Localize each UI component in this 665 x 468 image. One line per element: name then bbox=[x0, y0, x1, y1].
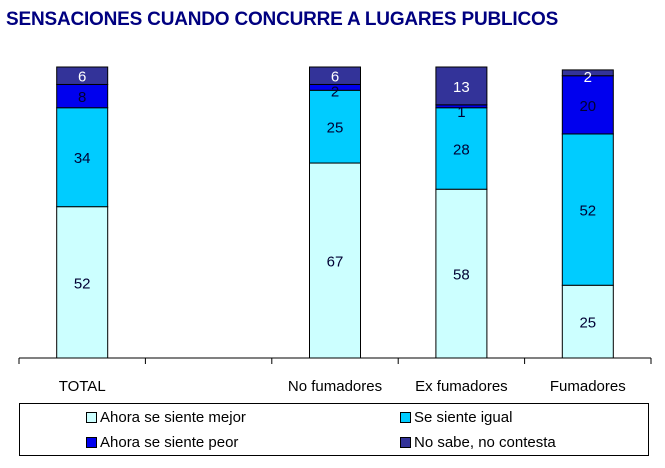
legend-swatch bbox=[86, 437, 97, 448]
legend-item-mejor: Ahora se siente mejor bbox=[86, 409, 246, 426]
bar-segment bbox=[561, 69, 614, 77]
data-label: 6 bbox=[331, 69, 339, 86]
bar-segment bbox=[309, 66, 361, 85]
legend-item-peor: Ahora se siente peor bbox=[86, 434, 238, 451]
data-label: 2 bbox=[331, 83, 339, 100]
data-label: 52 bbox=[579, 203, 596, 220]
x-tick-label: Fumadores bbox=[550, 378, 626, 395]
data-label: 34 bbox=[74, 150, 91, 167]
x-tick-label: No fumadores bbox=[288, 378, 382, 395]
data-label: 28 bbox=[453, 141, 470, 158]
chart-title: SENSACIONES CUANDO CONCURRE A LUGARES PU… bbox=[6, 9, 559, 30]
x-tick-label: Ex fumadores bbox=[415, 378, 508, 395]
data-label: 25 bbox=[579, 315, 596, 332]
bar-segment bbox=[56, 206, 109, 359]
data-label: 1 bbox=[457, 104, 465, 121]
legend-swatch bbox=[400, 412, 411, 423]
bar-segment bbox=[56, 107, 109, 208]
bar-segment bbox=[561, 75, 614, 135]
bar-segment bbox=[435, 66, 488, 106]
legend-swatch bbox=[400, 437, 411, 448]
data-label: 58 bbox=[453, 267, 470, 284]
data-label: 2 bbox=[584, 69, 592, 86]
data-label: 20 bbox=[579, 98, 596, 115]
data-label: 52 bbox=[74, 275, 91, 292]
data-label: 13 bbox=[453, 79, 470, 96]
legend-swatch bbox=[86, 412, 97, 423]
data-label: 8 bbox=[78, 89, 86, 106]
legend-item-nsnc: No sabe, no contesta bbox=[400, 434, 556, 451]
legend-label: Ahora se siente mejor bbox=[100, 409, 246, 426]
bar-segment bbox=[561, 284, 614, 359]
data-label: 6 bbox=[78, 69, 86, 86]
bar-segment bbox=[56, 66, 109, 85]
data-label: 67 bbox=[327, 254, 344, 271]
legend-item-igual: Se siente igual bbox=[400, 409, 512, 426]
legend: Ahora se siente mejor Se siente igual Ah… bbox=[19, 403, 649, 456]
legend-label: No sabe, no contesta bbox=[414, 434, 556, 451]
bar-segment bbox=[561, 133, 614, 286]
x-tick-label: TOTAL bbox=[59, 378, 106, 395]
legend-label: Se siente igual bbox=[414, 409, 513, 426]
data-label: 25 bbox=[327, 120, 344, 137]
legend-label: Ahora se siente peor bbox=[100, 434, 239, 451]
